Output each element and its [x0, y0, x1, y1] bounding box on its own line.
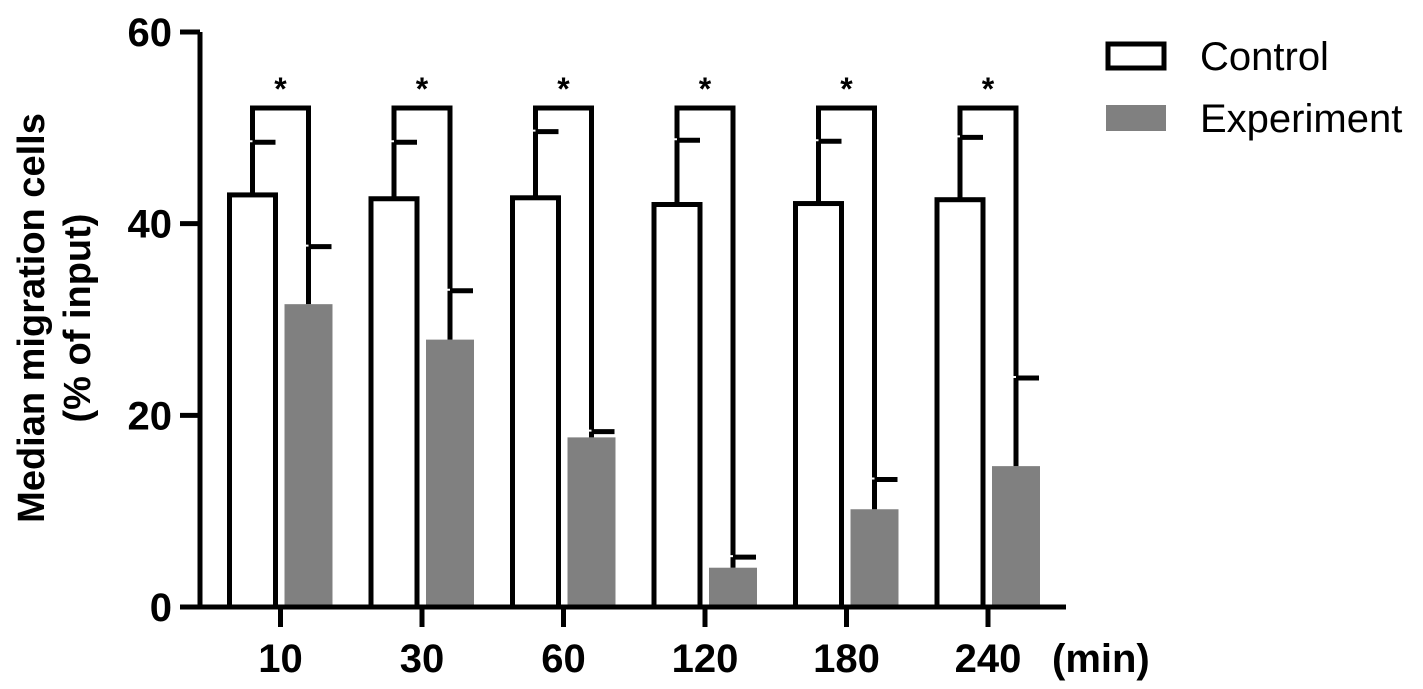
axes — [197, 32, 1066, 610]
x-tick-label: 180 — [813, 637, 880, 681]
error-bars-layer — [250, 129, 1039, 568]
bar-experiment — [567, 437, 616, 607]
significance-star: * — [416, 71, 429, 107]
significance-bracket — [674, 105, 736, 556]
significance-layer: * * * * * * — [250, 71, 1019, 556]
bar-control — [510, 195, 561, 610]
bar-control — [227, 192, 278, 610]
significance-bracket — [391, 105, 453, 289]
x-ticks: 10 30 60 120 180 240 — [258, 607, 1021, 681]
legend-swatch-experiment — [1106, 105, 1166, 131]
y-ticks: 0 20 40 60 — [128, 11, 200, 630]
y-tick-label: 40 — [128, 203, 173, 247]
y-tick-label: 20 — [128, 394, 173, 438]
bar-control — [934, 197, 986, 610]
x-axis-unit-label: (min) — [1052, 637, 1150, 681]
bar-experiment — [284, 304, 333, 607]
significance-star: * — [699, 71, 712, 107]
legend-label-experiment: Experiment — [1200, 97, 1402, 141]
significance-bracket — [957, 105, 1019, 376]
x-tick-label: 10 — [258, 637, 303, 681]
x-tick-label: 30 — [400, 637, 445, 681]
significance-bracket — [250, 105, 311, 245]
bar-experiment — [850, 509, 899, 607]
x-tick-label: 60 — [541, 637, 586, 681]
bars-layer — [227, 192, 1040, 610]
bar-experiment — [709, 567, 757, 607]
y-axis-title-line2: (% of input) — [57, 214, 99, 423]
significance-star: * — [982, 71, 995, 107]
significance-bracket — [533, 105, 594, 430]
x-tick-label: 120 — [672, 637, 739, 681]
bar-control — [368, 196, 420, 610]
y-tick-label: 60 — [128, 11, 173, 55]
y-tick-label: 0 — [150, 586, 172, 630]
significance-bracket — [816, 105, 877, 478]
bar-control — [793, 201, 844, 610]
x-tick-label: 240 — [955, 637, 1022, 681]
significance-star: * — [840, 71, 853, 107]
significance-star: * — [274, 71, 287, 107]
y-axis-title-line1: Median migration cells — [11, 113, 53, 523]
bar-experiment — [426, 339, 474, 607]
legend: Control Experiment — [1105, 35, 1402, 141]
legend-swatch-control — [1105, 41, 1167, 71]
legend-label-control: Control — [1200, 35, 1329, 79]
bar-control — [651, 202, 703, 610]
bar-experiment — [992, 466, 1040, 607]
significance-star: * — [557, 71, 570, 107]
